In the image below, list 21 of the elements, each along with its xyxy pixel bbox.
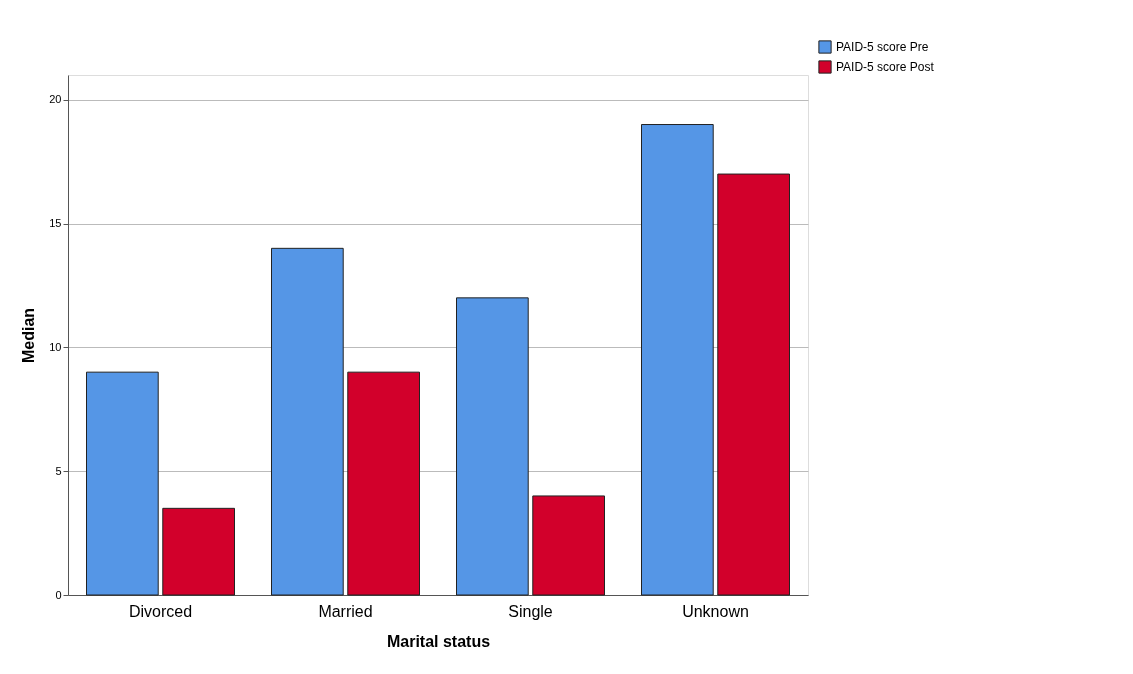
y-tick-label: 20	[49, 93, 62, 106]
bar	[717, 173, 790, 596]
bar	[271, 247, 344, 596]
y-tick-label: 15	[49, 217, 62, 230]
x-tick-label: Divorced	[128, 602, 193, 620]
bar	[347, 371, 420, 596]
x-tick-label: Unknown	[682, 602, 749, 620]
y-tick-label: 5	[55, 464, 62, 477]
y-tick-label: 10	[49, 340, 62, 353]
x-axis-title: Marital status	[386, 632, 491, 650]
y-axis-title: Median	[20, 307, 38, 364]
x-tick-label: Single	[508, 602, 553, 620]
bar	[86, 371, 159, 596]
bar	[641, 124, 714, 596]
bar	[162, 507, 235, 596]
legend-label: PAID-5 score Post	[836, 60, 935, 74]
bar	[532, 495, 605, 596]
x-tick-label: Married	[318, 602, 373, 620]
bar	[456, 297, 529, 596]
legend-label: PAID-5 score Pre	[836, 40, 929, 54]
y-tick-label: 0	[55, 588, 62, 601]
